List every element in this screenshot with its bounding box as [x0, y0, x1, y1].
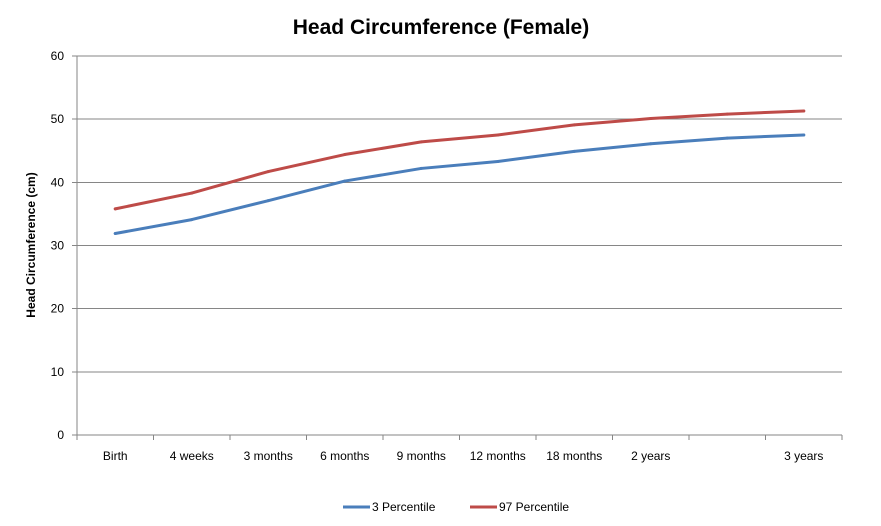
x-tick-label: 2 years [631, 449, 670, 463]
x-tick-label: 6 months [320, 449, 369, 463]
x-tick-label: 4 weeks [170, 449, 214, 463]
y-tick-labels: 0 10 20 30 40 50 60 [51, 49, 65, 442]
y-tick-label: 10 [51, 365, 65, 379]
data-point [725, 136, 729, 140]
y-tick-label: 40 [51, 175, 65, 189]
data-point [266, 170, 270, 174]
x-tick-label: 18 months [546, 449, 602, 463]
data-point [802, 109, 806, 113]
data-point [190, 191, 194, 195]
data-point [496, 159, 500, 163]
data-point [343, 179, 347, 183]
series-lines [113, 109, 806, 235]
x-tick-label: 3 months [244, 449, 293, 463]
series-line-2 [113, 109, 806, 211]
legend-label: 3 Percentile [372, 500, 436, 514]
data-point [113, 207, 117, 211]
y-tick-label: 0 [57, 428, 64, 442]
data-point [343, 153, 347, 157]
data-point [419, 166, 423, 170]
x-tick-label: 3 years [784, 449, 823, 463]
data-point [649, 142, 653, 146]
data-point [266, 199, 270, 203]
legend: 3 Percentile 97 Percentile [343, 500, 569, 514]
data-point [496, 133, 500, 137]
y-tick-label: 30 [51, 239, 65, 253]
data-point [113, 231, 117, 235]
x-tick-labels: Birth 4 weeks 3 months 6 months 9 months 12 m… [103, 449, 824, 463]
legend-label: 97 Percentile [499, 500, 569, 514]
data-point [190, 218, 194, 222]
data-point [419, 140, 423, 144]
data-point [572, 123, 576, 127]
gridlines [72, 55, 843, 440]
y-tick-label: 20 [51, 302, 65, 316]
data-point [572, 149, 576, 153]
x-tick-label: Birth [103, 449, 128, 463]
x-tick-label: 9 months [397, 449, 446, 463]
data-point [725, 112, 729, 116]
y-axis-label: Head Circumference (cm) [24, 172, 38, 317]
data-point [649, 117, 653, 121]
x-tick-label: 12 months [470, 449, 526, 463]
chart-title: Head Circumference (Female) [293, 16, 589, 39]
series-line-1 [113, 133, 806, 235]
y-tick-label: 60 [51, 49, 65, 63]
data-point [802, 133, 806, 137]
y-tick-label: 50 [51, 112, 65, 126]
